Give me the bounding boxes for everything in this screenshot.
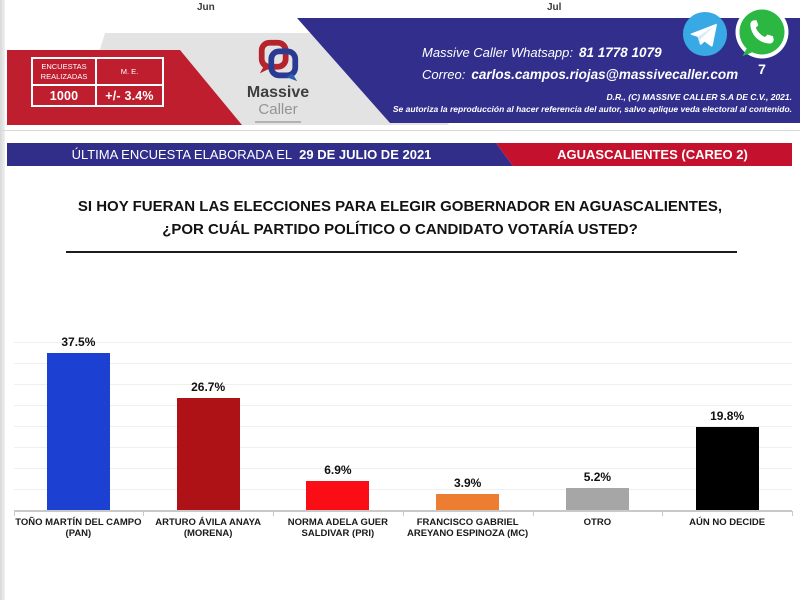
axis-tick <box>402 511 404 516</box>
logo-brand-line2: Caller <box>258 101 298 118</box>
email-line: Correo: carlos.campos.riojas@massivecalle… <box>422 66 738 84</box>
survey-stats-table: ENCUESTAS REALIZADAS M. E. 1000 +/- 3.4% <box>31 57 164 107</box>
gridline <box>13 384 792 385</box>
bar-category-line: (PAN) <box>65 528 92 539</box>
bar <box>436 493 500 510</box>
copyright-line1: D.R., (C) MASSIVE CALLER S.A DE C.V., 20… <box>606 92 792 102</box>
axis-tick <box>13 511 15 516</box>
bar-category-label: TOÑO MARTÍN DEL CAMPO (PAN) <box>11 517 147 539</box>
share-count-badge: 7 <box>758 61 766 77</box>
bar <box>176 397 240 510</box>
gridline <box>13 405 792 406</box>
bar-category-line: OTRO <box>583 517 612 528</box>
poll-question: SI HOY FUERAN LAS ELECCIONES PARA ELEGIR… <box>0 196 800 241</box>
gridline <box>13 342 792 343</box>
bar-category-label: OTRO <box>530 517 666 528</box>
axis-tick <box>143 511 145 516</box>
bar-value-label: 26.7% <box>191 379 226 394</box>
gridline <box>13 468 792 469</box>
axis-tick <box>273 511 274 516</box>
bar-value-label: 19.8% <box>710 408 745 423</box>
month-label-jul: Jul <box>547 2 562 13</box>
bar-category-label: NORMA ADELA GUER SALDIVAR (PRI) <box>270 517 406 539</box>
survey-date-label: ÚLTIMA ENCUESTA ELABORADA EL <box>71 147 293 162</box>
axis-tick <box>532 511 534 516</box>
gridline <box>13 363 792 364</box>
whatsapp-number: 81 1778 1079 <box>579 45 662 60</box>
bar <box>46 352 110 510</box>
massive-caller-logo: Massive Caller <box>238 37 318 123</box>
page-left-edge <box>0 0 5 600</box>
bar-category-line: AÚN NO DECIDE <box>689 517 766 528</box>
stats-sample-size: 1000 <box>32 85 96 106</box>
bar-category-label: AÚN NO DECIDE <box>659 517 795 528</box>
bar-category-line: AREYANO ESPINOZA (MC) <box>407 528 529 539</box>
bar-category-line: SALDIVAR (PRI) <box>301 528 375 539</box>
bar-category-line: TOÑO MARTÍN DEL CAMPO <box>15 517 142 528</box>
copyright-block: D.R., (C) MASSIVE CALLER S.A DE C.V., 20… <box>352 92 792 116</box>
bar-category-line: ARTURO ÁVILA ANAYA <box>155 517 261 528</box>
survey-date-value: 29 DE JULIO DE 2021 <box>299 147 432 162</box>
logo-tagline-rule <box>255 121 301 123</box>
bar <box>306 481 370 510</box>
poll-question-line2: ¿POR CUÁL PARTIDO POLÍTICO O CANDIDATO V… <box>162 220 638 238</box>
bar-category-label: FRANCISCO GABRIEL AREYANO ESPINOZA (MC) <box>400 517 536 539</box>
gridline <box>13 426 792 427</box>
survey-date-banner: ÚLTIMA ENCUESTA ELABORADA EL 29 DE JULIO… <box>7 143 496 166</box>
bar-value-label: 37.5% <box>61 334 96 349</box>
chat-bubbles-logo-icon <box>258 39 299 82</box>
logo-brand-line1: Massive <box>246 84 310 101</box>
contact-block: Massive Caller Whatsapp: 81 1778 1079 Cor… <box>422 44 738 83</box>
bar-value-label: 6.9% <box>324 463 352 478</box>
question-underline <box>66 251 737 253</box>
bar <box>565 488 629 510</box>
telegram-icon[interactable] <box>682 11 728 57</box>
bar-category-line: (MORENA) <box>183 528 233 539</box>
bar-category-label: ARTURO ÁVILA ANAYA (MORENA) <box>140 517 276 539</box>
bar-category-line: NORMA ADELA GUER <box>287 517 389 528</box>
whatsapp-icon[interactable] <box>734 5 790 61</box>
header-divider-line <box>0 130 800 131</box>
bar <box>695 426 759 510</box>
bar-category-line: FRANCISCO GABRIEL <box>416 517 519 528</box>
gridline <box>13 447 792 448</box>
copyright-line2: Se autoriza la reproducción al hacer ref… <box>392 103 792 114</box>
whatsapp-line: Massive Caller Whatsapp: 81 1778 1079 <box>422 44 738 62</box>
stats-margin-of-error: +/- 3.4% <box>96 85 163 106</box>
email-address: carlos.campos.riojas@massivecaller.com <box>471 66 739 82</box>
whatsapp-label: Massive Caller Whatsapp: <box>422 45 573 60</box>
axis-tick <box>662 511 664 516</box>
bar-value-label: 5.2% <box>583 470 612 485</box>
poll-question-line1: SI HOY FUERAN LAS ELECCIONES PARA ELEGIR… <box>77 198 723 215</box>
email-label: Correo: <box>422 66 466 82</box>
month-label-jun: Jun <box>197 2 215 13</box>
axis-tick <box>792 511 793 516</box>
stats-col2-header: M. E. <box>96 58 163 85</box>
gridline <box>13 489 792 490</box>
region-banner: AGUASCALIENTES (CAREO 2) <box>557 147 748 162</box>
stats-col1-header: ENCUESTAS REALIZADAS <box>32 58 96 85</box>
bar-value-label: 3.9% <box>453 475 482 490</box>
